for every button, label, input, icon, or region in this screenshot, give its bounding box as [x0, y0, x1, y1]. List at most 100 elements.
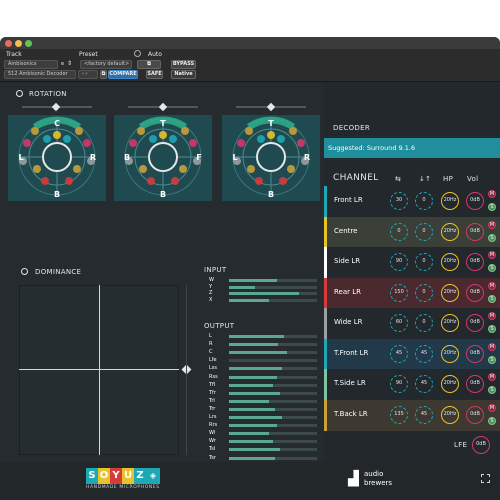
- channel-row[interactable]: T.Side LR 90 45 20Hz 0dB M S: [324, 369, 500, 400]
- lfe-volume-knob[interactable]: 0dB: [472, 436, 490, 454]
- azimuth-knob[interactable]: 135: [390, 405, 408, 424]
- elevation-knob[interactable]: 45: [415, 405, 433, 424]
- track-chevron-icon[interactable]: ⇕: [67, 60, 73, 67]
- elevation-knob[interactable]: 0: [415, 222, 433, 241]
- speaker-dot: [73, 165, 81, 173]
- azimuth-knob[interactable]: 30: [390, 192, 408, 210]
- elevation-knob[interactable]: 0: [415, 314, 433, 332]
- highpass-knob[interactable]: 20Hz: [441, 405, 459, 424]
- solo-button[interactable]: S: [488, 264, 496, 272]
- azimuth-knob[interactable]: 150: [390, 283, 408, 302]
- mute-button[interactable]: M: [488, 281, 496, 290]
- meter-label: Lrs: [209, 414, 217, 420]
- meter-level-bar: [229, 383, 273, 387]
- bypass-button[interactable]: BYPASS: [171, 60, 196, 69]
- meter-label: L: [209, 333, 212, 339]
- highpass-knob[interactable]: 20Hz: [441, 283, 459, 302]
- mute-button[interactable]: M: [488, 342, 496, 351]
- preset-menu-icon[interactable]: ⧉: [137, 60, 161, 69]
- elevation-knob[interactable]: 45: [415, 344, 433, 363]
- volume-knob[interactable]: 0dB: [466, 314, 484, 332]
- speaker-dot: [33, 165, 41, 173]
- channel-row[interactable]: T.Back LR 135 45 20Hz 0dB M S: [324, 399, 500, 431]
- fullscreen-icon[interactable]: [481, 474, 490, 483]
- native-button[interactable]: Native: [171, 70, 196, 79]
- solo-button[interactable]: S: [488, 203, 496, 211]
- azimuth-knob[interactable]: 90: [390, 375, 408, 393]
- volume-knob[interactable]: 0dB: [466, 192, 484, 210]
- azimuth-knob[interactable]: 60: [390, 314, 408, 332]
- solo-button[interactable]: S: [488, 386, 496, 394]
- mute-button[interactable]: M: [488, 403, 496, 412]
- rotation-toggle-icon[interactable]: [16, 90, 23, 97]
- settings-gear-icon[interactable]: [134, 50, 141, 57]
- decoder-panel: DECODER Suggested: Surround 9.1.6 CHANNE…: [324, 82, 500, 462]
- volume-knob[interactable]: 0dB: [466, 344, 484, 363]
- mute-button[interactable]: M: [488, 190, 496, 198]
- highpass-knob[interactable]: 20Hz: [441, 314, 459, 332]
- zoom-window-button[interactable]: [25, 40, 32, 47]
- elevation-knob[interactable]: 0: [415, 192, 433, 210]
- elevation-knob[interactable]: 0: [415, 253, 433, 271]
- volume-knob[interactable]: 0dB: [466, 375, 484, 393]
- preset-selector[interactable]: <factory default>: [80, 60, 132, 69]
- dominance-toggle-icon[interactable]: [21, 268, 28, 275]
- channel-row[interactable]: Rear LR 150 0 20Hz 0dB M S: [324, 277, 500, 309]
- meter-label: Tfr: [209, 389, 216, 396]
- elevation-knob[interactable]: 45: [415, 375, 433, 393]
- plugin-selector[interactable]: 512 Ambisonic Decoder: [4, 70, 76, 79]
- solo-button[interactable]: S: [488, 355, 496, 364]
- azimuth-knob[interactable]: 0: [390, 222, 408, 241]
- azimuth-knob[interactable]: 90: [390, 253, 408, 271]
- channel-row[interactable]: Side LR 90 0 20Hz 0dB M S: [324, 247, 500, 278]
- mute-button[interactable]: M: [488, 251, 496, 259]
- meter-level-bar: [229, 407, 275, 411]
- highpass-knob[interactable]: 20Hz: [441, 253, 459, 271]
- rotation-label-left: B: [124, 153, 130, 162]
- channel-name: T.Front LR: [334, 348, 369, 357]
- volume-knob[interactable]: 0dB: [466, 253, 484, 271]
- copy-icon[interactable]: ⧉: [100, 70, 107, 79]
- volume-knob[interactable]: 0dB: [466, 222, 484, 241]
- channel-row[interactable]: T.Front LR 45 45 20Hz 0dB M S: [324, 338, 500, 370]
- speaker-dot: [23, 139, 31, 147]
- mute-button[interactable]: M: [488, 312, 496, 320]
- track-selector[interactable]: Ambisonics: [4, 60, 58, 69]
- channel-row[interactable]: Centre 0 0 20Hz 0dB M S: [324, 216, 500, 248]
- compare-button[interactable]: COMPARE: [108, 70, 138, 79]
- safe-button[interactable]: SAFE: [146, 70, 163, 79]
- solo-button[interactable]: S: [488, 416, 496, 425]
- channel-row[interactable]: Wide LR 60 0 20Hz 0dB M S: [324, 308, 500, 339]
- highpass-knob[interactable]: 20Hz: [441, 222, 459, 241]
- solo-button[interactable]: S: [488, 325, 496, 333]
- meter-label: Tfl: [209, 381, 216, 388]
- rotation-label-left: L: [232, 153, 237, 162]
- dominance-header: DOMINANCE: [35, 268, 82, 276]
- head-outline-icon: [42, 142, 72, 172]
- highpass-knob[interactable]: 20Hz: [441, 192, 459, 210]
- minimize-window-button[interactable]: [15, 40, 22, 47]
- speaker-dot: [301, 157, 309, 165]
- preset-nav-arrows[interactable]: ‹ ›: [78, 70, 98, 79]
- highpass-knob[interactable]: 20Hz: [441, 375, 459, 393]
- mute-button[interactable]: M: [488, 220, 496, 229]
- mute-button[interactable]: M: [488, 373, 496, 381]
- solo-button[interactable]: S: [488, 233, 496, 242]
- azimuth-knob[interactable]: 45: [390, 344, 408, 363]
- volume-knob[interactable]: 0dB: [466, 405, 484, 424]
- elevation-knob[interactable]: 0: [415, 283, 433, 302]
- channel-row[interactable]: Front LR 30 0 20Hz 0dB M S: [324, 186, 500, 217]
- meter-label: Tsr: [209, 454, 216, 461]
- channel-name: Wide LR: [334, 318, 363, 326]
- suggested-layout-banner[interactable]: Suggested: Surround 9.1.6: [324, 138, 500, 158]
- close-window-button[interactable]: [5, 40, 12, 47]
- highpass-knob[interactable]: 20Hz: [441, 344, 459, 363]
- channel-column-header: CHANNEL: [333, 173, 379, 183]
- head-outline-icon: [256, 142, 286, 172]
- solo-button[interactable]: S: [488, 294, 496, 303]
- volume-knob[interactable]: 0dB: [466, 283, 484, 302]
- rotation-arc: [246, 116, 296, 130]
